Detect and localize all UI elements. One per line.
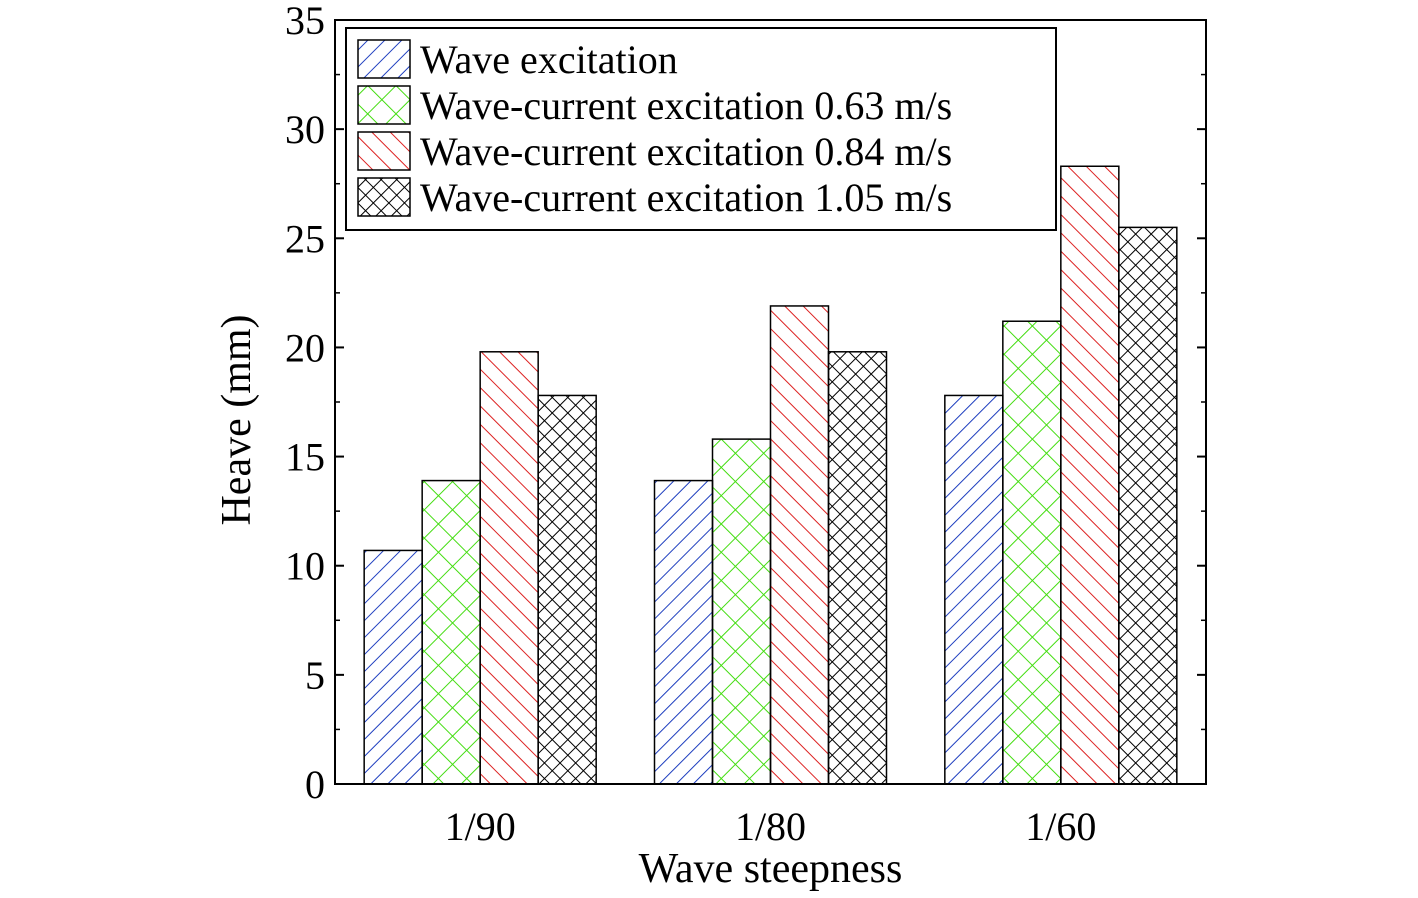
x-tick-label: 1/60 <box>1025 804 1096 849</box>
legend-swatch <box>357 85 411 125</box>
legend-swatch <box>357 131 411 171</box>
legend-swatch <box>357 39 411 79</box>
bar-2-1 <box>1002 320 1062 785</box>
y-tick-label: 20 <box>285 325 325 370</box>
bar-2-0 <box>944 394 1004 785</box>
bar-1-3 <box>827 351 888 785</box>
y-tick-label: 0 <box>305 762 325 807</box>
legend-label: Wave-current excitation 0.84 m/s <box>420 129 952 174</box>
legend-swatch <box>357 177 411 217</box>
legend-label: Wave excitation <box>420 37 678 82</box>
bar-0-3 <box>537 394 597 785</box>
x-tick-label: 1/80 <box>735 804 806 849</box>
bar-0-1 <box>421 479 481 785</box>
x-axis: 1/90 1/80 1/60 <box>445 804 1097 849</box>
legend-box <box>345 27 1057 231</box>
bar-2-2 <box>1060 165 1120 785</box>
x-tick-label: 1/90 <box>445 804 516 849</box>
legend-label: Wave-current excitation 1.05 m/s <box>420 175 952 220</box>
y-tick-label: 5 <box>305 653 325 698</box>
bar-1-0 <box>653 479 714 785</box>
y-axis-title: Heave (mm) <box>214 314 260 525</box>
y-tick-label: 35 <box>285 0 325 43</box>
y-tick-label: 25 <box>285 216 325 261</box>
y-tick-label: 10 <box>285 544 325 589</box>
bar-0-0 <box>363 549 423 785</box>
bar-0-2 <box>479 351 539 785</box>
bar-1-1 <box>711 438 772 785</box>
bar-1-2 <box>769 305 830 785</box>
y-tick-label: 15 <box>285 435 325 480</box>
bar-2-3 <box>1118 226 1178 785</box>
y-tick-label: 30 <box>285 107 325 152</box>
bars-group <box>363 165 1178 785</box>
legend-label: Wave-current excitation 0.63 m/s <box>420 83 952 128</box>
y-axis: 0 5 10 15 20 25 30 35 <box>285 0 1206 807</box>
x-axis-title: Wave steepness <box>639 846 903 892</box>
